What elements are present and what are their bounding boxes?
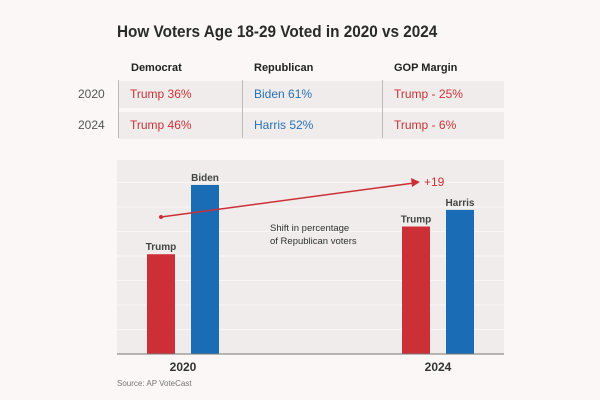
bar-harris-2024: [446, 209, 474, 354]
bar-label: Biden: [191, 173, 219, 184]
row-year: 2020: [78, 87, 105, 101]
cell-republican: Biden 61%: [254, 87, 313, 101]
divider: [242, 80, 243, 138]
bar-trump-2020: [147, 254, 175, 354]
row-year: 2024: [78, 118, 105, 132]
header-republican: Republican: [254, 62, 314, 74]
bar-biden-2020: [191, 184, 219, 354]
bar-label: Trump: [146, 242, 177, 253]
x-tick-2024: 2024: [425, 360, 452, 374]
divider: [382, 80, 383, 138]
bar-label: Trump: [401, 215, 432, 226]
cell-democrat: Trump 46%: [130, 118, 192, 132]
cell-republican: Harris 52%: [254, 118, 314, 132]
chart-title: How Voters Age 18-29 Voted in 2020 vs 20…: [117, 22, 438, 41]
cell-margin: Trump - 25%: [394, 87, 463, 101]
shift-annotation: Shift in percentage of Republican voters: [270, 223, 357, 247]
shift-arrow-line: [160, 182, 415, 218]
plot-area: [117, 160, 504, 354]
shift-arrow-head: [411, 178, 420, 187]
table-row: Trump 36% Biden 61% Trump - 25%: [118, 81, 504, 108]
table-row: Trump 46% Harris 52% Trump - 6%: [118, 112, 504, 139]
x-tick-2020: 2020: [170, 360, 197, 374]
bar-label: Harris: [446, 198, 475, 209]
source-note: Source: AP VoteCast: [117, 379, 192, 388]
shift-label: +19: [424, 175, 445, 189]
cell-margin: Trump - 6%: [394, 118, 457, 132]
header-democrat: Democrat: [131, 62, 182, 74]
cell-democrat: Trump 36%: [130, 87, 192, 101]
bar-trump-2024: [402, 226, 430, 354]
divider: [118, 80, 119, 138]
header-gop-margin: GOP Margin: [394, 62, 458, 74]
